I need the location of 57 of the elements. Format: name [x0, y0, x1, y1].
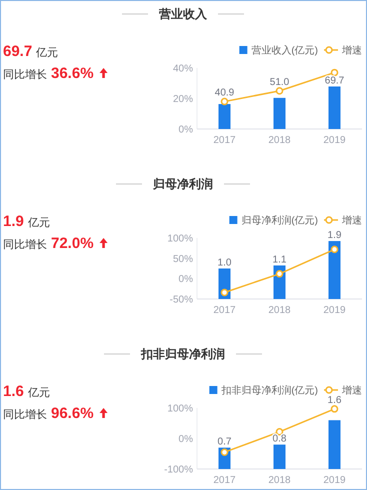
text: 亿元 — [26, 387, 50, 399]
y-tick-label: 20% — [172, 94, 194, 105]
point — [220, 288, 228, 296]
text: 同比增长 — [3, 238, 47, 251]
y-tick-label: 100% — [167, 404, 194, 414]
chart-title: 扣非归母净利润 — [140, 347, 225, 361]
text: 1.6 — [3, 383, 24, 400]
data-label: 1.1 — [272, 254, 287, 266]
data-label: 40.9 — [214, 88, 235, 99]
point — [276, 87, 284, 95]
legend-label: 增速 — [341, 214, 362, 226]
point — [220, 448, 228, 456]
y-tick-label: 0% — [178, 274, 194, 286]
text: 亿元 — [26, 217, 50, 229]
y-tick-label: -50% — [170, 294, 194, 306]
y-tick-label: 100% — [167, 234, 194, 244]
legend-label: 营业收入(亿元) — [251, 44, 318, 56]
y-tick-label: 0% — [178, 434, 194, 445]
legend-label: 归母净利润(亿元) — [241, 214, 318, 226]
x-tick-label: 2019 — [323, 305, 346, 316]
text: 69.7 — [3, 43, 32, 60]
text: 同比增长 — [3, 408, 47, 421]
legend-label: 增速 — [341, 44, 362, 56]
x-tick-label: 2019 — [323, 135, 346, 146]
point — [276, 270, 284, 278]
x-tick-label: 2017 — [213, 135, 236, 146]
x-tick-label: 2019 — [323, 475, 346, 486]
y-tick-label: 40% — [172, 64, 194, 74]
text: 亿元 — [35, 47, 58, 59]
y-tick-label: -100% — [164, 464, 194, 476]
point — [330, 68, 338, 76]
chart-title: 营业收入 — [158, 7, 208, 21]
x-tick-label: 2017 — [213, 475, 236, 486]
x-tick-label: 2018 — [268, 475, 292, 486]
data-label: 51.0 — [270, 76, 290, 88]
text: 同比增长 — [3, 68, 47, 81]
text: 96.6% — [51, 405, 94, 422]
data-label: 1.6 — [328, 394, 342, 406]
legend-label: 扣非归母净利润(亿元) — [220, 384, 318, 396]
point — [330, 246, 338, 254]
point — [220, 98, 228, 106]
y-tick-label: 50% — [172, 254, 194, 265]
x-tick-label: 2018 — [268, 135, 292, 146]
data-label: 1.9 — [328, 230, 342, 242]
text: 1.9 — [3, 213, 24, 230]
data-label: 0.8 — [272, 434, 287, 445]
point — [330, 405, 338, 413]
text: 36.6% — [51, 65, 94, 82]
data-label: 1.0 — [218, 258, 232, 268]
legend-label: 增速 — [341, 384, 362, 396]
x-tick-label: 2018 — [268, 305, 292, 316]
text: 72.0% — [51, 235, 94, 252]
y-tick-label: 0% — [178, 124, 194, 136]
chart-title: 归母净利润 — [152, 177, 213, 191]
data-label: 0.7 — [218, 436, 232, 448]
data-label: 69.7 — [324, 75, 345, 86]
x-tick-label: 2017 — [213, 305, 236, 316]
